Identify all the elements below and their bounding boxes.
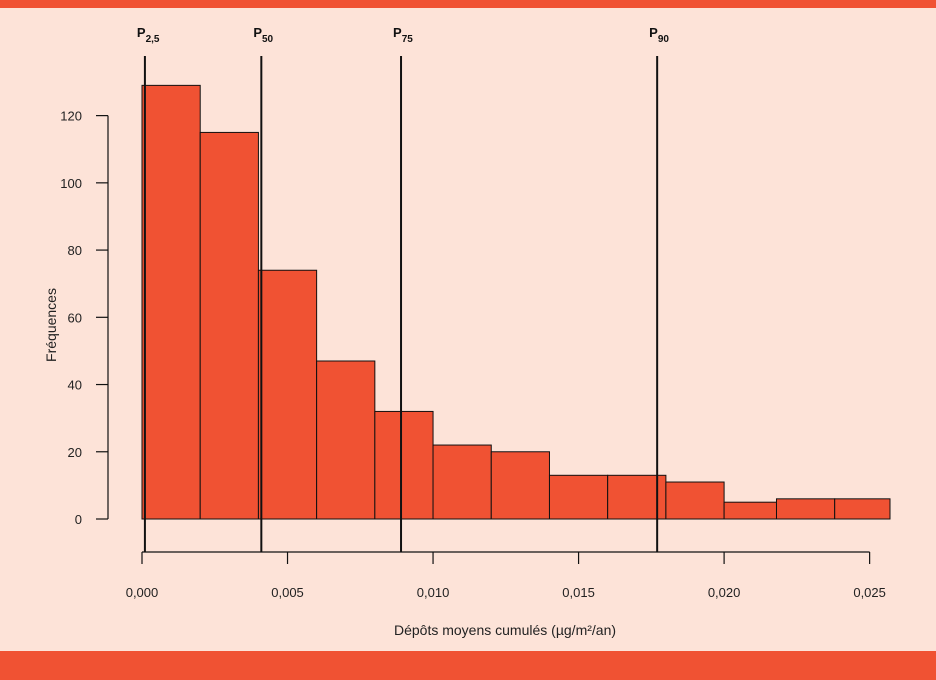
- histogram-bar: [548, 474, 609, 520]
- percentile-lines-group: P2,5 P50 P75 P90: [137, 25, 669, 552]
- x-axis-title: Dépôts moyens cumulés (µg/m²/an): [394, 622, 616, 638]
- x-tick-label: 0,000: [126, 585, 159, 600]
- y-axis-title: Fréquences: [43, 288, 59, 362]
- x-tick-label: 0,015: [562, 585, 595, 600]
- y-tick-label: 40: [68, 378, 82, 393]
- percentile-label: P90: [649, 25, 669, 45]
- y-tick-label: 0: [75, 512, 82, 527]
- y-tick-label: 100: [60, 176, 82, 191]
- histogram-bar: [665, 481, 725, 520]
- y-tick-label: 20: [68, 445, 82, 460]
- histogram-bar: [257, 269, 318, 520]
- histogram-bar: [432, 444, 492, 520]
- y-tick-label: 80: [68, 243, 82, 258]
- histogram-bar: [199, 131, 259, 520]
- x-tick-label: 0,005: [271, 585, 304, 600]
- histogram-bar: [141, 84, 201, 520]
- x-tick-label: 0,010: [417, 585, 450, 600]
- percentile-label: P50: [253, 25, 273, 45]
- y-tick-label: 60: [68, 310, 82, 325]
- histogram-bar: [490, 451, 550, 520]
- percentile-label: P75: [393, 25, 413, 45]
- bottom-color-band: [0, 651, 936, 680]
- histogram-chart: 0 20 40 60 80 100 120 0,000 0,005 0,010 0,015 0,02…: [43, 25, 891, 638]
- top-color-band: [0, 0, 936, 8]
- histogram-bar: [374, 410, 434, 520]
- bars-group: [141, 84, 891, 520]
- percentile-label: P2,5: [137, 25, 160, 45]
- y-axis: 0 20 40 60 80 100 120: [60, 109, 109, 527]
- x-tick-label: 0,025: [853, 585, 886, 600]
- histogram-bar: [723, 501, 777, 520]
- histogram-bar: [316, 360, 376, 520]
- histogram-bar: [834, 498, 891, 520]
- y-tick-label: 120: [60, 109, 82, 124]
- histogram-bar: [775, 498, 836, 520]
- x-tick-label: 0,020: [708, 585, 741, 600]
- x-axis: 0,000 0,005 0,010 0,015 0,020 0,025: [126, 551, 886, 600]
